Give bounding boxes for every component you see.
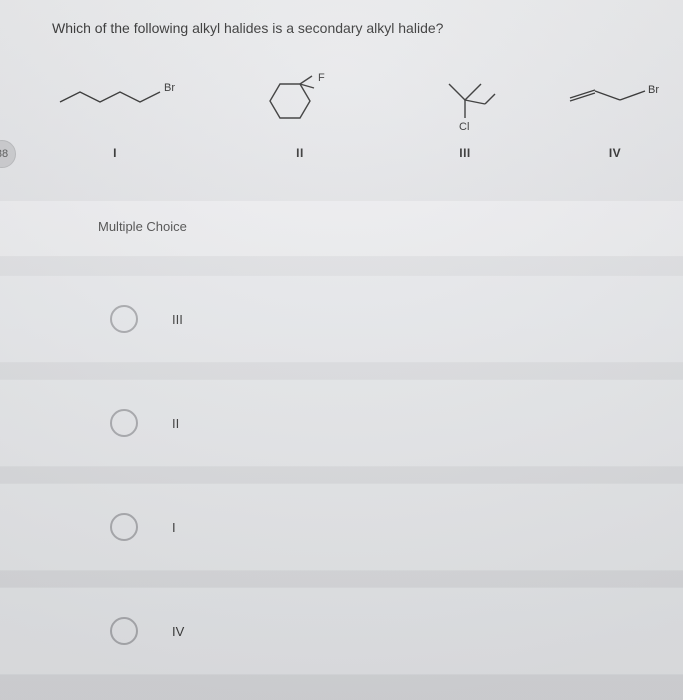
option-label: III (172, 312, 183, 327)
structure-label-i: I (40, 146, 190, 160)
radio-icon[interactable] (110, 513, 138, 541)
multiple-choice-block: Multiple Choice III II I IV (0, 200, 683, 691)
radio-icon[interactable] (110, 305, 138, 333)
structure-label-ii: II (225, 146, 375, 160)
halogen-label-i: Br (164, 82, 175, 94)
option-row[interactable]: IV (0, 587, 683, 675)
option-label: I (172, 520, 176, 535)
halogen-label-ii: F (318, 72, 325, 84)
option-row[interactable]: I (0, 483, 683, 571)
mc-heading: Multiple Choice (98, 219, 683, 234)
structure-iii: Cl III (390, 70, 540, 160)
structure-label-iii: III (390, 146, 540, 160)
option-label: IV (172, 624, 184, 639)
question-number-badge: 38 (0, 140, 16, 168)
option-row[interactable]: II (0, 379, 683, 467)
structure-iv: Br IV (550, 70, 680, 160)
option-row[interactable]: III (0, 275, 683, 363)
radio-icon[interactable] (110, 409, 138, 437)
structure-label-iv: IV (550, 146, 680, 160)
page: 38 Which of the following alkyl halides … (0, 0, 683, 700)
radio-icon[interactable] (110, 617, 138, 645)
structure-i: Br I (40, 70, 190, 160)
option-label: II (172, 416, 179, 431)
structure-ii: F II (225, 70, 375, 160)
halogen-label-iv: Br (648, 84, 659, 96)
halogen-label-iii: Cl (459, 121, 469, 133)
options-list: III II I IV (0, 275, 683, 675)
question-text: Which of the following alkyl halides is … (52, 20, 443, 36)
structure-figures: Br I F II Cl III (40, 70, 660, 170)
mc-heading-bar: Multiple Choice (0, 200, 683, 257)
question-number: 38 (0, 148, 8, 160)
